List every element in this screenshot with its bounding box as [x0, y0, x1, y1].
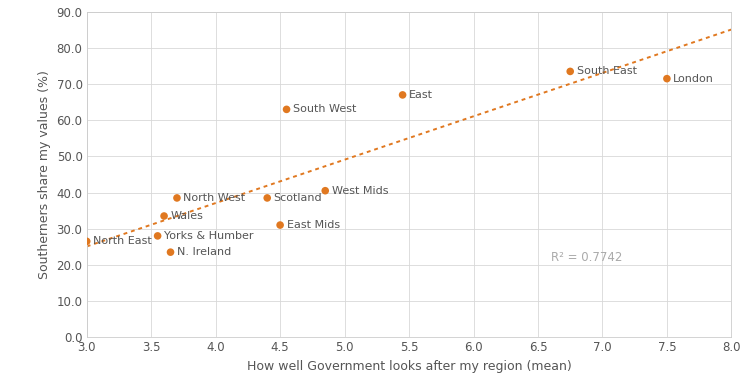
- Text: London: London: [673, 74, 714, 83]
- Y-axis label: Southerners share my values (%): Southerners share my values (%): [38, 70, 51, 279]
- Text: Yorks & Humber: Yorks & Humber: [164, 231, 253, 241]
- Text: South East: South East: [577, 66, 636, 76]
- Point: [158, 213, 170, 219]
- Point: [164, 249, 176, 255]
- Point: [261, 195, 273, 201]
- Text: Wales: Wales: [170, 211, 204, 221]
- Text: West Mids: West Mids: [332, 186, 388, 196]
- Point: [661, 76, 673, 82]
- X-axis label: How well Government looks after my region (mean): How well Government looks after my regio…: [247, 360, 572, 373]
- Point: [152, 233, 164, 239]
- Text: Scotland: Scotland: [274, 193, 322, 203]
- Point: [171, 195, 183, 201]
- Text: North East: North East: [93, 236, 152, 246]
- Point: [81, 238, 93, 245]
- Point: [274, 222, 286, 228]
- Point: [564, 68, 576, 74]
- Text: East Mids: East Mids: [287, 220, 340, 230]
- Text: East: East: [409, 90, 433, 100]
- Text: South West: South West: [293, 104, 357, 114]
- Text: North West: North West: [183, 193, 246, 203]
- Point: [319, 188, 331, 194]
- Point: [397, 92, 409, 98]
- Text: R² = 0.7742: R² = 0.7742: [551, 251, 622, 264]
- Point: [280, 106, 293, 113]
- Text: N. Ireland: N. Ireland: [177, 247, 231, 257]
